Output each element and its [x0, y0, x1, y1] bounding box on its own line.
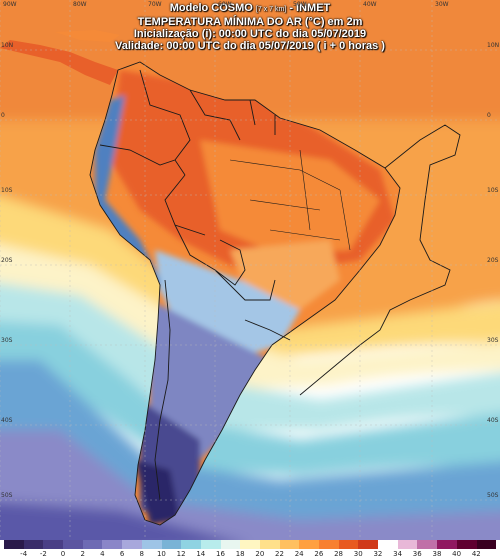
colorbar-swatch — [378, 540, 398, 549]
colorbar-tick-label: 40 — [452, 550, 462, 558]
border-colombia-ecuador-peru — [99, 144, 186, 176]
latitude-label-left: 10S — [1, 187, 13, 194]
colorbar-swatch — [319, 540, 339, 549]
border-brazil-uruguay — [244, 319, 291, 341]
colorbar-swatch — [200, 540, 221, 549]
colorbar-swatch — [220, 540, 241, 549]
south-america-coastline — [89, 61, 401, 526]
border-peru-brazil — [164, 174, 206, 236]
colorbar-swatch — [4, 540, 24, 549]
central-america-landmass — [0, 30, 120, 85]
colorbar-tick-label: 6 — [119, 550, 125, 558]
colorbar-tick-label: 16 — [216, 550, 225, 558]
latitude-label-right: 10S — [487, 187, 499, 194]
colorbar-tick-label: -4 — [20, 550, 28, 558]
colorbar-tick-label: 4 — [100, 550, 105, 558]
border-bolivia — [174, 224, 246, 286]
colorbar-swatch — [417, 540, 438, 549]
colorbar-swatch — [358, 540, 379, 549]
colorbar-swatch — [122, 540, 142, 549]
latitude-label-left: 0 — [1, 112, 5, 119]
colorbar-swatch — [456, 540, 477, 549]
latitude-label-left: 50S — [1, 492, 13, 499]
coordinate-grid — [0, 0, 500, 540]
latitude-label-right: 50S — [487, 492, 499, 499]
border-chile-argentina — [154, 279, 171, 501]
colorbar-swatch — [43, 540, 64, 549]
colorbar-tick-label: 2 — [80, 550, 85, 558]
colorbar-swatch — [476, 540, 497, 549]
colorbar-swatch — [279, 540, 300, 549]
longitude-label: 50W — [293, 1, 307, 8]
colorbar-swatch — [23, 540, 44, 549]
ocean-band-yellow — [0, 196, 500, 360]
latitude-label-left: 30S — [1, 337, 13, 344]
colorbar-swatch — [181, 540, 201, 549]
border-venezuela-guyana — [189, 89, 241, 141]
land-deep-zone — [135, 460, 180, 525]
colorbar-swatches — [4, 540, 497, 549]
latitude-label-left: 40S — [1, 417, 13, 424]
longitude-label: 30W — [435, 1, 449, 8]
longitude-label: 40W — [363, 1, 377, 8]
colorbar-tick-label: 36 — [412, 550, 422, 558]
colorbar-tick-label: 32 — [373, 550, 383, 558]
colorbar-tick-label: 26 — [314, 550, 324, 558]
colorbar-swatch — [240, 540, 260, 549]
longitude-label: 60W — [218, 1, 232, 8]
colorbar-tick-label: 20 — [255, 550, 265, 558]
ocean-band-cyan — [0, 321, 500, 475]
colorbar-tick-label: 30 — [353, 550, 363, 558]
ocean-band-blue — [0, 360, 500, 520]
colorbar-swatch — [141, 540, 162, 549]
colorbar-swatch — [397, 540, 418, 549]
colorbar-tick-label: 42 — [471, 550, 481, 558]
ocean-band-teal — [0, 283, 500, 430]
border-brazil-states — [229, 149, 351, 251]
colorbar-tick-label: 22 — [275, 550, 284, 558]
latitude-label-left: 10N — [1, 42, 14, 49]
colorbar-tick-label: 14 — [196, 550, 206, 558]
border-colombia-venezuela — [139, 69, 191, 161]
colorbar-swatch — [338, 540, 359, 549]
colorbar-swatch — [161, 540, 182, 549]
political-borders — [89, 61, 461, 526]
colorbar-tick-label: 12 — [176, 550, 186, 558]
colorbar-tick-label: -2 — [39, 550, 47, 558]
longitude-label: 90W — [3, 1, 17, 8]
colorbar-tick-label: 28 — [334, 550, 344, 558]
colorbar-tick-label: 18 — [235, 550, 245, 558]
longitude-label: 80W — [73, 1, 87, 8]
ocean-band-indigo — [0, 501, 232, 540]
colorbar-labels: -4 -2 0 2 4 6 8 10 12 14 16 18 20 22 24 26 28 30 32 34 36 38 4… — [4, 550, 496, 560]
colorbar-swatch — [102, 540, 123, 549]
latitude-label-right: 10N — [487, 42, 500, 49]
temperature-colorbar: -4 -2 0 2 4 6 8 10 12 14 16 18 20 22 24 26 28 30 32 34 36 38 4… — [0, 540, 500, 560]
ocean-band-cream — [0, 244, 500, 390]
colorbar-swatch — [437, 540, 457, 549]
colorbar-tick-label: 8 — [139, 550, 144, 558]
latitude-label-right: 20S — [487, 257, 499, 264]
latitude-label-right: 30S — [487, 337, 499, 344]
colorbar-swatch — [63, 540, 83, 549]
map-frame — [0, 0, 500, 540]
colorbar-swatch — [82, 540, 103, 549]
colorbar-tick-label: 0 — [60, 550, 66, 558]
colorbar-tick-label: 24 — [294, 550, 304, 558]
colorbar-tick-label: 10 — [156, 550, 166, 558]
colorbar-tick-label: 34 — [393, 550, 403, 558]
land-warm-north — [200, 140, 380, 255]
latitude-label-left: 20S — [1, 257, 13, 264]
maritime-zone-boundary — [299, 124, 461, 396]
colorbar-swatch — [259, 540, 280, 549]
latitude-label-right: 0 — [487, 112, 491, 119]
colorbar-swatch — [299, 540, 319, 549]
border-guianas — [249, 99, 276, 135]
temperature-map — [0, 0, 500, 540]
longitude-label: 70W — [148, 1, 162, 8]
border-paraguay — [214, 269, 276, 301]
colorbar-tick-label: 38 — [432, 550, 442, 558]
latitude-label-right: 40S — [487, 417, 499, 424]
